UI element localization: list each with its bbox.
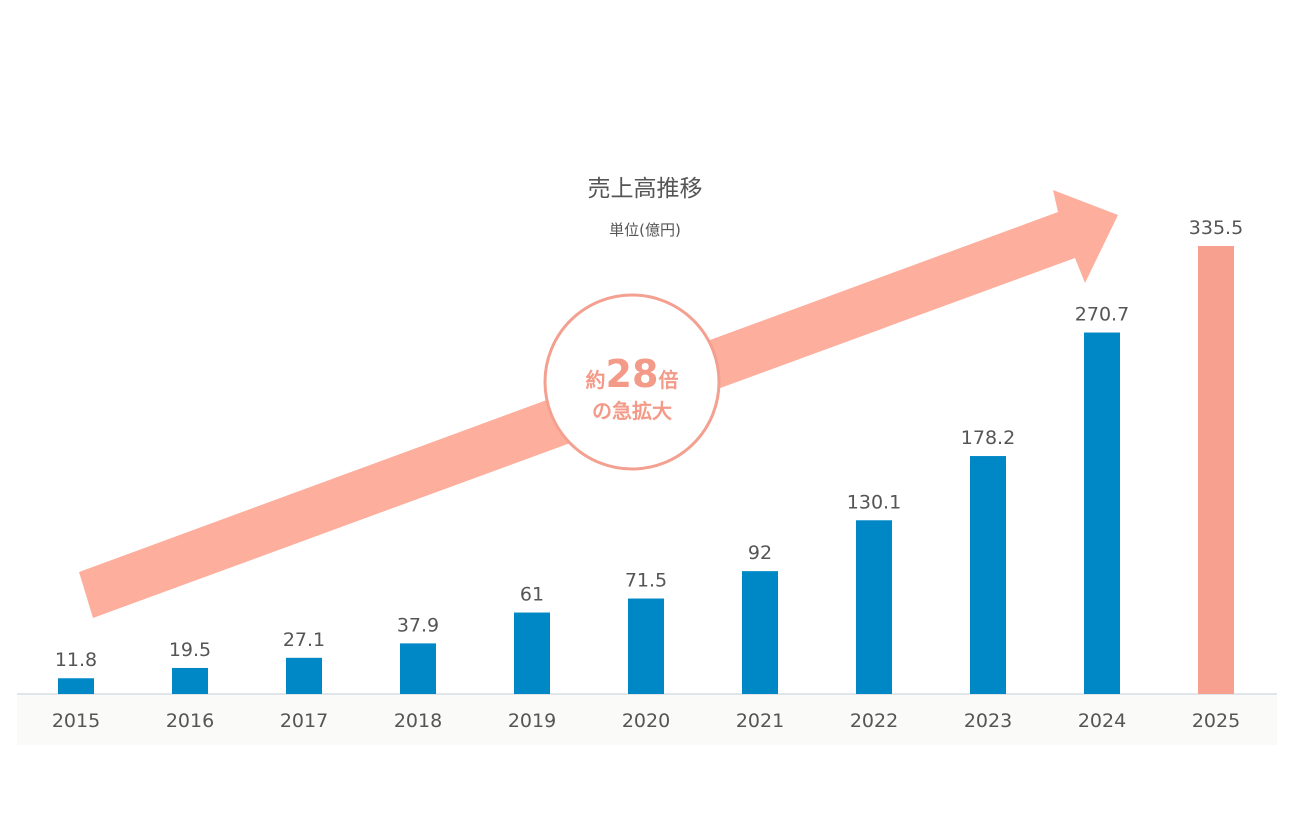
x-tick-2016: 2016 [166, 710, 214, 732]
data-label-2015: 11.8 [55, 649, 97, 671]
x-tick-2015: 2015 [52, 710, 100, 732]
x-tick-2021: 2021 [736, 710, 784, 732]
chart-title: 売上高推移 [588, 176, 703, 202]
bar-2015 [58, 678, 94, 694]
data-label-2023: 178.2 [961, 427, 1015, 449]
bar-2016 [172, 667, 208, 694]
data-label-2022: 130.1 [847, 491, 901, 513]
x-tick-2020: 2020 [622, 710, 670, 732]
bar-2025 [1198, 246, 1234, 694]
data-label-2024: 270.7 [1075, 304, 1129, 326]
x-tick-2024: 2024 [1078, 710, 1126, 732]
data-label-2020: 71.5 [625, 570, 667, 592]
x-tick-2025: 2025 [1192, 710, 1240, 732]
data-label-2016: 19.5 [169, 639, 211, 661]
bar-2019 [514, 612, 550, 694]
bar-2023 [970, 456, 1006, 694]
data-label-2021: 92 [748, 542, 772, 564]
data-label-2017: 27.1 [283, 629, 325, 651]
x-axis-band [17, 694, 1277, 745]
annotation-prefix: 約 [586, 368, 606, 392]
annotation-suffix: 倍 [658, 368, 678, 392]
annotation-circle [543, 293, 721, 471]
annotation-line2: の急拡大 [592, 399, 672, 423]
bar-2021 [742, 571, 778, 694]
bar-2024 [1084, 332, 1120, 694]
x-tick-2017: 2017 [280, 710, 328, 732]
bar-2018 [400, 643, 436, 694]
chart-subtitle: 単位(億円) [609, 221, 681, 239]
bar-2020 [628, 598, 664, 694]
data-label-2019: 61 [520, 584, 544, 606]
x-tick-2022: 2022 [850, 710, 898, 732]
bar-2022 [856, 520, 892, 694]
annotation-number: 28 [606, 352, 659, 396]
x-tick-2023: 2023 [964, 710, 1012, 732]
x-tick-2019: 2019 [508, 710, 556, 732]
annotation-line1: 約28倍 [586, 352, 679, 396]
bar-2017 [286, 657, 322, 694]
x-tick-2018: 2018 [394, 710, 442, 732]
data-label-2025: 335.5 [1189, 217, 1243, 239]
data-label-2018: 37.9 [397, 614, 439, 636]
